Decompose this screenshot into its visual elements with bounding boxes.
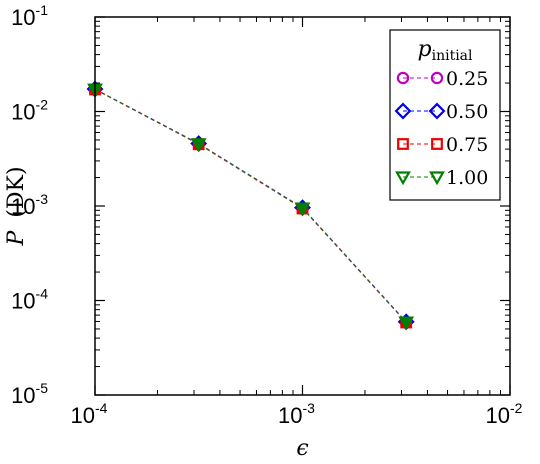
data-point-1.00	[190, 138, 207, 153]
y-tick-label: 10-1	[11, 2, 48, 30]
ticks-layer: 10-4 10-3 10-2 10-5 10-4 10-3 10-2 10-1	[11, 2, 523, 428]
axis-labels: ϵ P (DK)	[4, 166, 309, 461]
series-line-1.00	[94, 88, 407, 323]
y-axis-label-symbol: P	[4, 230, 29, 247]
series-0.75	[89, 83, 413, 329]
series-line-0.50	[94, 88, 407, 323]
legend-entry-0.50: 0.50	[394, 101, 488, 123]
legend-marker-right	[430, 71, 444, 85]
legend-marker-left	[397, 138, 409, 150]
legend-label: 0.50	[446, 101, 488, 123]
y-tick-label: 10-4	[11, 286, 48, 314]
legend-marker-right	[431, 138, 443, 150]
x-tick-label: 10-3	[278, 400, 315, 428]
legend-marker-left	[394, 102, 412, 120]
series-1.00	[87, 83, 415, 331]
legend-marker-left	[395, 171, 411, 186]
legend-label: 0.75	[446, 134, 488, 156]
legend-marker-right	[429, 171, 445, 186]
legend-title: pinitial	[418, 37, 474, 64]
legend-entry-0.75: 0.75	[397, 134, 488, 156]
series-line-0.75	[94, 89, 407, 323]
legend-entry-0.25: 0.25	[396, 68, 488, 90]
legend-marker-left	[396, 71, 410, 85]
series-layer	[86, 80, 415, 331]
y-tick-label: 10-5	[11, 380, 48, 408]
y-axis-label-args: (DK)	[4, 166, 29, 217]
x-tick-label: 10-4	[71, 400, 108, 428]
legend-label: 1.00	[446, 167, 488, 189]
y-tick-label: 10-2	[11, 97, 48, 125]
y-axis-label: P (DK)	[4, 166, 29, 246]
series-0.25	[88, 83, 413, 329]
series-line-0.25	[94, 88, 407, 323]
x-axis-label: ϵ	[296, 436, 308, 461]
legend: pinitial 0.25 0.50 0.75 1.00	[389, 29, 501, 201]
series-0.50	[86, 80, 415, 331]
x-tick-label: 10-2	[486, 400, 523, 428]
data-point-1.00	[398, 316, 415, 331]
data-point-1.00	[294, 202, 311, 217]
y-tick-label: 10-3	[11, 191, 48, 219]
legend-label: 0.25	[446, 68, 488, 90]
legend-entry-1.00: 1.00	[395, 167, 488, 189]
legend-marker-right	[428, 102, 446, 120]
